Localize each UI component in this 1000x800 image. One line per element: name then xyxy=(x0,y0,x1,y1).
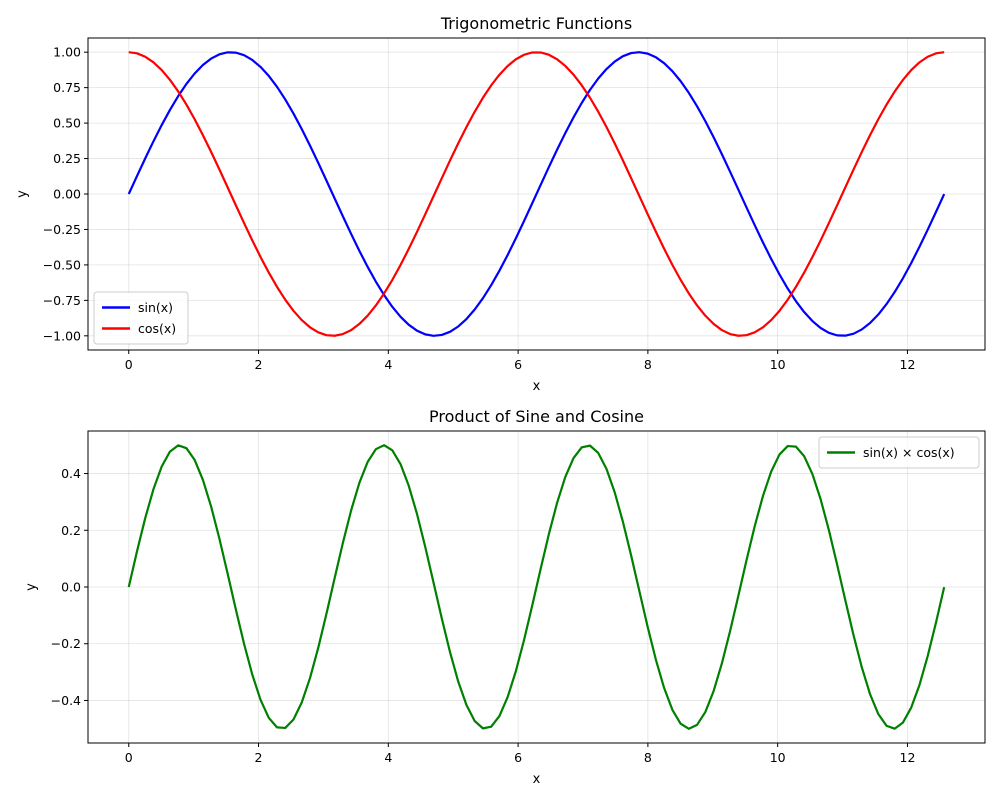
legend: sin(x) cos(x) xyxy=(93,291,189,345)
chart-2: 0 2 4 6 8 10 12 −0.4 −0.2 0.0 0.2 0.4 Product of Sin… xyxy=(24,407,986,787)
legend-label: sin(x) × cos(x) xyxy=(863,445,955,460)
x-tick-label: 0 xyxy=(125,750,133,765)
chart-1: 0 2 4 6 8 10 12 −1.00 −0.75 −0.50 −0.25 0.00 0.25 0.5… xyxy=(15,14,986,394)
x-tick-label: 0 xyxy=(125,357,133,372)
y-tick-label: 1.00 xyxy=(53,45,81,60)
chart-title: Product of Sine and Cosine xyxy=(429,407,644,426)
legend-label: sin(x) xyxy=(138,300,173,315)
x-tick-label: 4 xyxy=(384,357,392,372)
y-tick-label: 0.25 xyxy=(53,151,81,166)
y-tick-label: −0.4 xyxy=(51,693,81,708)
series-line-sinx xyxy=(127,51,946,337)
x-tick-label: 2 xyxy=(255,750,263,765)
y-tick-label: 0.4 xyxy=(61,466,81,481)
y-tick-label: −0.25 xyxy=(43,222,81,237)
x-tick-label: 10 xyxy=(770,750,786,765)
y-axis-label: y xyxy=(15,190,30,198)
legend-label: cos(x) xyxy=(138,321,176,336)
y-tick-label: 0.00 xyxy=(53,187,81,202)
y-tick-label: −1.00 xyxy=(43,328,81,343)
y-tick-label: −0.75 xyxy=(43,293,81,308)
x-tick-label: 8 xyxy=(644,357,652,372)
y-tick-label: 0.0 xyxy=(61,580,81,595)
y-tick-label: −0.2 xyxy=(51,636,81,651)
legend: sin(x) × cos(x) xyxy=(818,436,980,469)
y-tick-label: 0.75 xyxy=(53,80,81,95)
series-line-cosx xyxy=(128,51,945,337)
series-line-sinxcosx xyxy=(127,444,946,730)
x-axis-label: x xyxy=(533,379,541,394)
x-tick-label: 10 xyxy=(770,357,786,372)
chart-title: Trigonometric Functions xyxy=(440,14,632,33)
x-tick-label: 6 xyxy=(514,750,522,765)
x-tick-label: 2 xyxy=(255,357,263,372)
x-tick-label: 8 xyxy=(644,750,652,765)
x-tick-label: 12 xyxy=(900,750,916,765)
y-tick-label: −0.50 xyxy=(43,257,81,272)
x-axis-label: x xyxy=(533,772,541,787)
y-axis-label: y xyxy=(24,583,39,591)
legend-box xyxy=(818,436,980,469)
x-tick-label: 6 xyxy=(514,357,522,372)
y-tick-label: 0.50 xyxy=(53,116,81,131)
x-tick-label: 12 xyxy=(900,357,916,372)
x-tick-label: 4 xyxy=(384,750,392,765)
legend-box xyxy=(93,291,189,345)
y-tick-label: 0.2 xyxy=(61,523,81,538)
